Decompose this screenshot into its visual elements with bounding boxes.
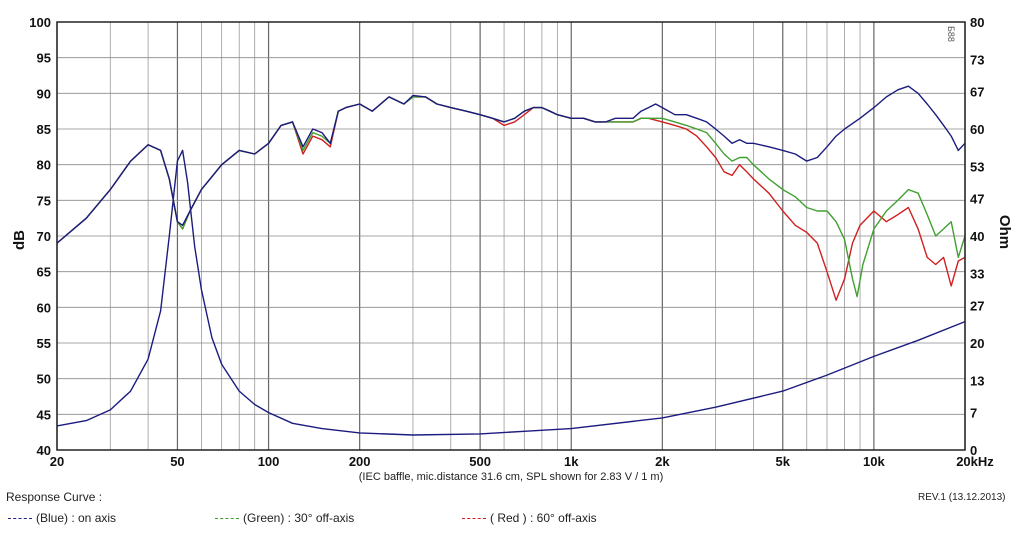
y-tick-label: 75 <box>37 193 51 208</box>
legend-text-red: ( Red ) : 60° off-axis <box>490 511 597 525</box>
x-tick-label: 1k <box>564 454 579 469</box>
legend-text-green: (Green) : 30° off-axis <box>243 511 355 525</box>
revision-label: REV.1 (13.12.2013) <box>918 492 1006 503</box>
y2-tick-label: 80 <box>970 15 984 30</box>
x-tick-label: 50 <box>170 454 184 469</box>
legend-item-blue: (Blue) : on axis <box>8 511 116 525</box>
series-line-green <box>56 96 966 298</box>
legend-swatch-blue <box>8 518 32 520</box>
y2-tick-label: 33 <box>970 266 984 281</box>
legend-swatch-green <box>215 518 239 520</box>
y2-tick-label: 67 <box>970 85 984 100</box>
y-tick-label: 60 <box>37 300 51 315</box>
frequency-response-chart: 20 50 100 200 500 1k 2k 5k 10k 20kHz 404550556065… <box>11 15 1013 483</box>
series-layer <box>56 85 966 436</box>
y2-tick-labels: 0 7 13 20 27 33 40 47 53 60 67 73 80 <box>970 15 984 458</box>
y-tick-label: 85 <box>37 122 51 137</box>
y-tick-label: 95 <box>37 51 51 66</box>
y-tick-label: 65 <box>37 265 51 280</box>
x-tick-label: 20 <box>50 454 64 469</box>
legend-swatch-red <box>462 518 486 520</box>
y-tick-label: 100 <box>29 15 51 30</box>
measurement-note: (IEC baffle, mic.distance 31.6 cm, SPL s… <box>359 471 663 483</box>
response-curve-label: Response Curve : <box>6 490 103 504</box>
legend-item-red: ( Red ) : 60° off-axis <box>462 511 597 525</box>
y2-tick-label: 13 <box>970 373 984 388</box>
y2-tick-label: 7 <box>970 406 977 421</box>
y2-tick-label: 27 <box>970 299 984 314</box>
y2-tick-label: 40 <box>970 229 984 244</box>
x-tick-label: 100 <box>258 454 280 469</box>
y2-tick-label: 73 <box>970 52 984 67</box>
y-tick-label: 50 <box>37 372 51 387</box>
y2-tick-label: 20 <box>970 336 984 351</box>
x-tick-label: 2k <box>655 454 670 469</box>
plot-frame <box>56 21 966 451</box>
legend-text-blue: (Blue) : on axis <box>36 511 117 525</box>
x-tick-label: 200 <box>349 454 371 469</box>
x-tick-label: 10k <box>863 454 885 469</box>
y-tick-label: 55 <box>37 336 51 351</box>
y-tick-label: 90 <box>37 86 51 101</box>
y-tick-label: 80 <box>37 158 51 173</box>
y2-tick-label: 53 <box>970 159 984 174</box>
y-axis-label: dB <box>11 230 28 250</box>
y-tick-labels: 40 45 50 55 60 65 70 75 80 85 90 95 100 <box>29 15 51 458</box>
series-line-red <box>56 96 966 301</box>
x-tick-labels: 20 50 100 200 500 1k 2k 5k 10k 20kHz <box>50 454 995 469</box>
y-tick-label: 40 <box>37 443 51 458</box>
x-tick-label: 500 <box>469 454 491 469</box>
impedance-curve <box>56 149 966 436</box>
y2-tick-label: 60 <box>970 122 984 137</box>
series-line-blue <box>56 85 966 244</box>
y-tick-label: 70 <box>37 229 51 244</box>
legend-item-green: (Green) : 30° off-axis <box>215 511 354 525</box>
x-tick-label: 5k <box>776 454 791 469</box>
y-tick-label: 45 <box>37 407 51 422</box>
x-tick-label: 20kHz <box>956 454 994 469</box>
side-label: Б88 <box>946 26 956 42</box>
y2-axis-label: Ohm <box>996 215 1013 249</box>
y2-tick-label: 47 <box>970 192 984 207</box>
y2-tick-label: 0 <box>970 443 977 458</box>
